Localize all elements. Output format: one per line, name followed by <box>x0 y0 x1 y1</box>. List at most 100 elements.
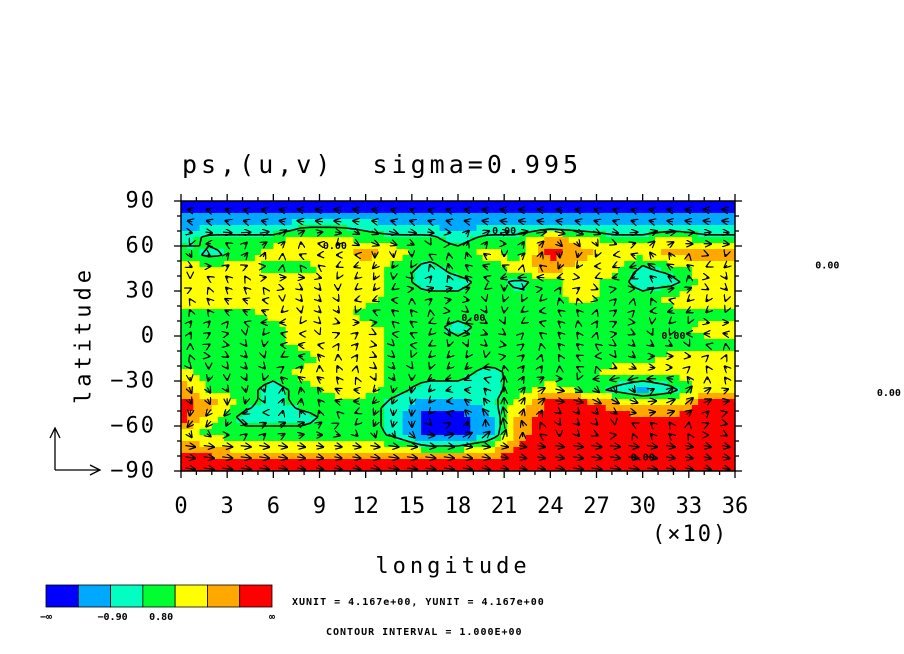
field-cell <box>181 417 188 424</box>
field-cell <box>476 405 484 412</box>
field-cell <box>704 315 711 322</box>
field-cell <box>624 429 631 436</box>
wind-vector <box>632 254 636 255</box>
wind-vector <box>412 410 413 415</box>
field-cell <box>507 315 514 322</box>
field-cell <box>661 441 668 448</box>
field-cell <box>217 315 225 322</box>
field-cell <box>439 429 447 436</box>
field-cell <box>328 249 336 256</box>
field-cell <box>679 423 687 430</box>
field-cell <box>267 393 274 400</box>
field-cell <box>488 207 496 214</box>
field-cell <box>636 435 644 442</box>
field-cell <box>384 261 391 268</box>
field-cell <box>285 267 293 274</box>
field-cell <box>488 333 496 340</box>
field-cell <box>347 447 354 454</box>
field-cell <box>236 381 244 388</box>
field-cell <box>538 303 545 310</box>
field-cell <box>279 459 287 466</box>
field-cell <box>205 279 213 286</box>
wind-vector <box>406 446 417 447</box>
field-cell <box>199 297 207 304</box>
wind-vector <box>430 333 431 334</box>
field-cell <box>291 429 299 436</box>
field-cell <box>273 459 281 466</box>
field-cell <box>494 363 502 370</box>
field-cell <box>587 381 595 388</box>
field-cell <box>679 291 687 298</box>
field-cell <box>279 357 287 364</box>
field-cell <box>556 369 564 376</box>
field-cell <box>445 381 453 388</box>
wind-vector <box>448 276 449 279</box>
field-cell <box>624 333 631 340</box>
field-cell <box>544 315 551 322</box>
field-cell <box>396 351 404 358</box>
wind-vector <box>651 276 654 278</box>
field-cell <box>562 225 570 232</box>
wind-vector <box>596 322 597 324</box>
field-cell <box>359 333 367 340</box>
field-cell <box>414 393 422 400</box>
field-cell <box>556 291 564 298</box>
field-cell <box>544 339 551 346</box>
field-cell <box>236 267 244 274</box>
field-cell <box>587 273 595 280</box>
wind-vector <box>240 468 251 469</box>
field-cell <box>304 339 311 346</box>
field-cell <box>267 459 274 466</box>
field-cell <box>433 435 441 442</box>
field-cell <box>310 375 318 382</box>
field-cell <box>507 393 514 400</box>
field-cell <box>488 363 496 370</box>
field-cell <box>402 453 410 460</box>
field-cell <box>679 333 687 340</box>
field-cell <box>642 429 650 436</box>
field-cell <box>642 435 650 442</box>
field-cell <box>445 291 453 298</box>
field-cell <box>464 213 471 220</box>
field-cell <box>648 369 656 376</box>
field-cell <box>716 279 724 286</box>
field-cell <box>587 423 595 430</box>
field-cell <box>691 411 699 418</box>
wind-vector <box>392 399 394 403</box>
field-cell <box>273 453 281 460</box>
field-cell <box>624 237 631 244</box>
field-cell <box>722 405 730 412</box>
wind-vector <box>354 231 359 234</box>
contour-label: 0.00 <box>323 241 347 252</box>
field-cell <box>642 321 650 328</box>
wind-vector <box>578 299 579 301</box>
field-cell <box>341 255 348 262</box>
field-cell <box>611 417 619 424</box>
field-cell <box>587 417 595 424</box>
wind-vector <box>521 254 524 257</box>
field-cell <box>310 369 318 376</box>
field-cell <box>581 375 588 382</box>
field-cell <box>445 453 453 460</box>
field-cell <box>519 333 527 340</box>
field-cell <box>679 225 687 232</box>
field-cell <box>378 333 385 340</box>
field-cell <box>427 309 434 316</box>
wind-vector <box>245 277 246 278</box>
field-cell <box>587 351 595 358</box>
field-cell <box>679 441 687 448</box>
field-cell <box>187 309 194 316</box>
field-cell <box>722 369 730 376</box>
field-cell <box>470 363 478 370</box>
y-tick-label: 0 <box>140 323 156 349</box>
field-cell <box>476 363 484 370</box>
field-cell <box>630 363 638 370</box>
wind-vector <box>264 389 265 392</box>
field-cell <box>396 375 404 382</box>
wind-vector <box>628 468 639 469</box>
field-cell <box>414 255 422 262</box>
field-cell <box>476 375 484 382</box>
field-cell <box>488 423 496 430</box>
field-cell <box>261 291 268 298</box>
field-cell <box>691 309 699 316</box>
